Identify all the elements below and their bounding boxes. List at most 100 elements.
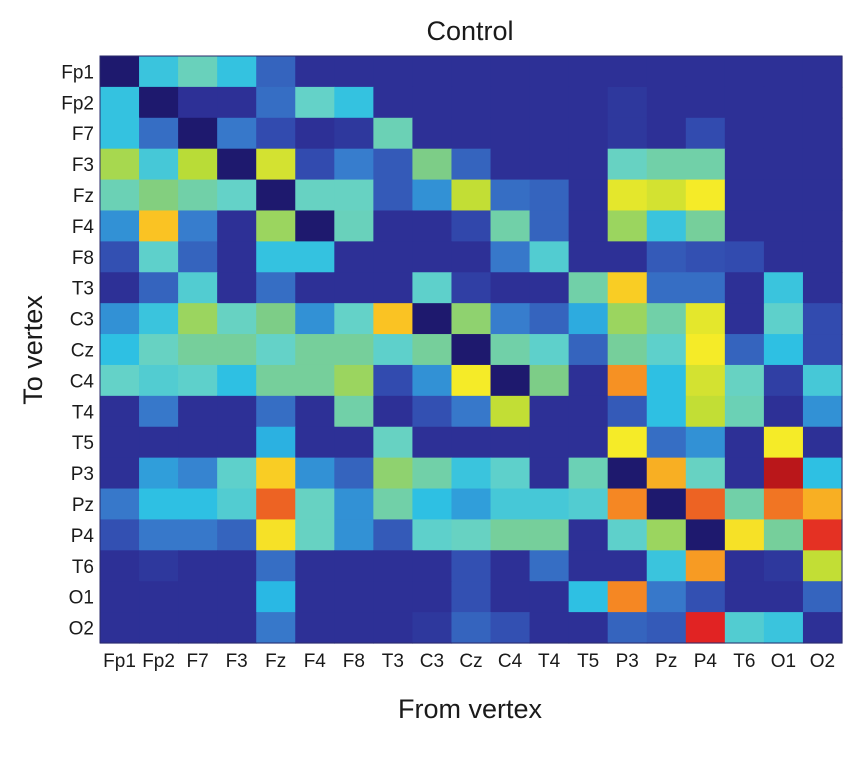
heatmap-cell <box>178 519 218 551</box>
x-tick-label: Fz <box>265 651 286 672</box>
heatmap-cell <box>373 179 414 212</box>
heatmap-cell <box>373 426 414 459</box>
y-tick-label: F4 <box>72 217 95 238</box>
heatmap-cell <box>412 426 453 459</box>
heatmap-cell <box>100 86 140 119</box>
heatmap-cell <box>568 612 609 644</box>
heatmap-cell <box>451 179 492 212</box>
heatmap-cell <box>724 86 765 119</box>
heatmap-cell <box>178 272 218 304</box>
heatmap-cell <box>607 550 648 582</box>
heatmap-cell <box>217 148 257 181</box>
heatmap-cell <box>685 334 726 366</box>
heatmap-cell <box>724 426 765 459</box>
heatmap-cell <box>802 581 843 613</box>
heatmap-cell <box>646 210 687 242</box>
heatmap-cell <box>529 612 570 644</box>
heatmap-cell <box>568 395 609 428</box>
heatmap-cell <box>724 56 765 88</box>
heatmap-cell <box>139 117 179 150</box>
heatmap-cell <box>256 488 296 521</box>
heatmap-cells <box>100 56 843 644</box>
heatmap-cell <box>763 364 804 397</box>
heatmap-cell <box>568 457 609 490</box>
heatmap-cell <box>763 581 804 613</box>
heatmap-cell <box>802 148 843 181</box>
heatmap-cell <box>490 457 531 490</box>
heatmap-cell <box>451 457 492 490</box>
y-tick-label: O2 <box>69 619 94 640</box>
heatmap-cell <box>334 210 374 242</box>
heatmap-cell <box>802 612 843 644</box>
heatmap-cell <box>607 581 648 613</box>
heatmap-cell <box>724 550 765 582</box>
heatmap-cell <box>685 612 726 644</box>
heatmap-cell <box>724 519 765 551</box>
heatmap-cell <box>490 56 531 88</box>
heatmap-cell <box>607 148 648 181</box>
heatmap-cell <box>373 148 414 181</box>
heatmap-cell <box>100 179 140 212</box>
y-tick-label: C4 <box>70 371 95 392</box>
heatmap-cell <box>607 457 648 490</box>
heatmap-cell <box>217 612 257 644</box>
heatmap-cell <box>100 488 140 521</box>
heatmap-cell <box>451 550 492 582</box>
heatmap-cell <box>412 550 453 582</box>
heatmap-cell <box>373 117 414 150</box>
heatmap-cell <box>256 117 296 150</box>
heatmap-cell <box>724 488 765 521</box>
heatmap-cell <box>763 550 804 582</box>
heatmap-cell <box>139 210 179 242</box>
heatmap-cell <box>334 179 374 212</box>
y-tick-label: Pz <box>72 495 94 516</box>
heatmap-cell <box>529 457 570 490</box>
heatmap-cell <box>100 581 140 613</box>
heatmap-cell <box>451 334 492 366</box>
heatmap-cell <box>490 488 531 521</box>
heatmap-cell <box>295 395 335 428</box>
heatmap-cell <box>724 303 765 335</box>
heatmap-cell <box>295 519 335 551</box>
heatmap-cell <box>763 179 804 212</box>
heatmap-cell <box>568 86 609 119</box>
heatmap-cell <box>295 364 335 397</box>
heatmap-cell <box>646 612 687 644</box>
heatmap-cell <box>763 488 804 521</box>
heatmap-cell <box>256 519 296 551</box>
heatmap-cell <box>178 395 218 428</box>
heatmap-cell <box>412 86 453 119</box>
heatmap-cell <box>451 210 492 242</box>
heatmap-cell <box>685 488 726 521</box>
heatmap-cell <box>646 488 687 521</box>
heatmap-cell <box>256 272 296 304</box>
heatmap-cell <box>724 117 765 150</box>
heatmap-cell <box>178 210 218 242</box>
heatmap-cell <box>334 117 374 150</box>
y-tick-label: T6 <box>72 557 94 578</box>
heatmap-cell <box>646 241 687 273</box>
heatmap-cell <box>217 56 257 88</box>
y-tick-label: C3 <box>70 310 94 331</box>
heatmap-cell <box>217 210 257 242</box>
heatmap-cell <box>334 364 374 397</box>
heatmap-cell <box>685 241 726 273</box>
chart-title: Control <box>426 16 513 46</box>
heatmap-cell <box>256 457 296 490</box>
heatmap-cell <box>256 581 296 613</box>
heatmap-cell <box>334 56 374 88</box>
heatmap-cell <box>217 334 257 366</box>
heatmap-cell <box>334 488 374 521</box>
heatmap-cell <box>802 334 843 366</box>
heatmap-cell <box>139 612 179 644</box>
y-tick-label: P3 <box>71 464 94 485</box>
heatmap-cell <box>217 86 257 119</box>
heatmap-cell <box>217 241 257 273</box>
heatmap-cell <box>451 56 492 88</box>
y-tick-label: P4 <box>71 526 95 547</box>
heatmap-cell <box>685 179 726 212</box>
heatmap-cell <box>451 395 492 428</box>
heatmap-cell <box>802 179 843 212</box>
heatmap-cell <box>685 210 726 242</box>
